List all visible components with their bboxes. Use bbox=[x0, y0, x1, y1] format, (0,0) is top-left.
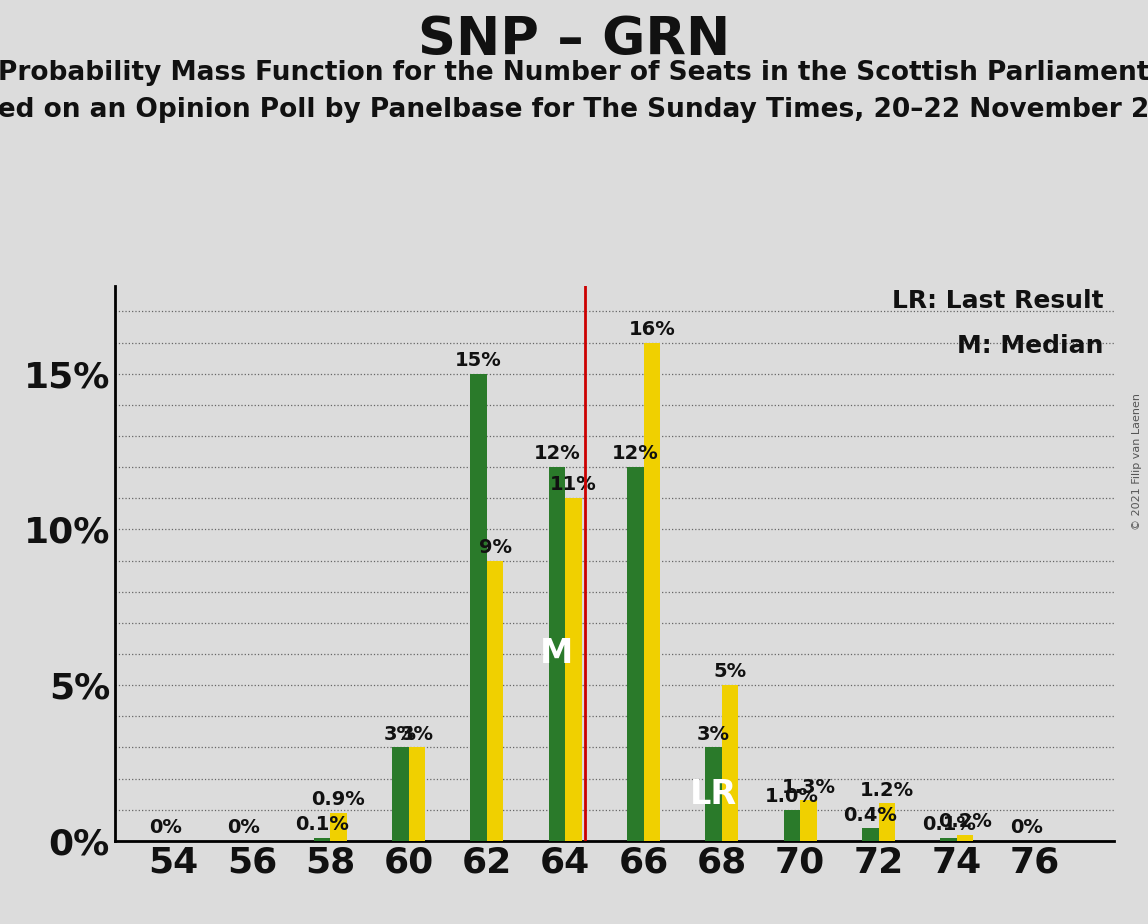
Bar bbox=[800, 800, 816, 841]
Bar bbox=[705, 748, 722, 841]
Text: 0%: 0% bbox=[1010, 818, 1044, 837]
Bar bbox=[313, 838, 331, 841]
Text: 1.3%: 1.3% bbox=[782, 778, 836, 796]
Bar bbox=[862, 829, 878, 841]
Bar bbox=[627, 468, 644, 841]
Bar bbox=[549, 468, 565, 841]
Text: 11%: 11% bbox=[550, 476, 597, 494]
Text: 1.0%: 1.0% bbox=[765, 787, 819, 806]
Text: Based on an Opinion Poll by Panelbase for The Sunday Times, 20–22 November 2019: Based on an Opinion Poll by Panelbase fo… bbox=[0, 97, 1148, 123]
Text: 0%: 0% bbox=[149, 818, 181, 837]
Bar bbox=[722, 685, 738, 841]
Text: © 2021 Filip van Laenen: © 2021 Filip van Laenen bbox=[1132, 394, 1142, 530]
Bar bbox=[878, 804, 895, 841]
Text: 0.1%: 0.1% bbox=[295, 815, 349, 834]
Text: 16%: 16% bbox=[628, 320, 675, 339]
Text: 9%: 9% bbox=[479, 538, 512, 557]
Text: 12%: 12% bbox=[534, 444, 581, 463]
Text: 3%: 3% bbox=[383, 724, 417, 744]
Bar bbox=[957, 834, 974, 841]
Text: 1.2%: 1.2% bbox=[860, 781, 914, 800]
Bar bbox=[331, 813, 347, 841]
Text: 12%: 12% bbox=[612, 444, 659, 463]
Text: 3%: 3% bbox=[697, 724, 730, 744]
Bar bbox=[393, 748, 409, 841]
Text: M: M bbox=[541, 638, 574, 671]
Bar bbox=[940, 838, 957, 841]
Text: 15%: 15% bbox=[456, 351, 502, 370]
Text: SNP – GRN: SNP – GRN bbox=[418, 14, 730, 66]
Text: M: Median: M: Median bbox=[957, 334, 1103, 358]
Bar bbox=[644, 343, 660, 841]
Text: Probability Mass Function for the Number of Seats in the Scottish Parliament: Probability Mass Function for the Number… bbox=[0, 60, 1148, 86]
Bar bbox=[471, 373, 487, 841]
Bar bbox=[409, 748, 425, 841]
Text: LR: Last Result: LR: Last Result bbox=[892, 289, 1103, 313]
Bar bbox=[487, 561, 503, 841]
Text: LR: LR bbox=[690, 778, 737, 810]
Text: 0%: 0% bbox=[227, 818, 261, 837]
Text: 0.2%: 0.2% bbox=[938, 812, 992, 831]
Text: 0.9%: 0.9% bbox=[311, 790, 365, 809]
Text: 3%: 3% bbox=[401, 724, 433, 744]
Bar bbox=[565, 498, 582, 841]
Bar bbox=[784, 809, 800, 841]
Text: 0.1%: 0.1% bbox=[922, 815, 976, 834]
Text: 0.4%: 0.4% bbox=[844, 806, 898, 824]
Text: 5%: 5% bbox=[714, 663, 746, 681]
